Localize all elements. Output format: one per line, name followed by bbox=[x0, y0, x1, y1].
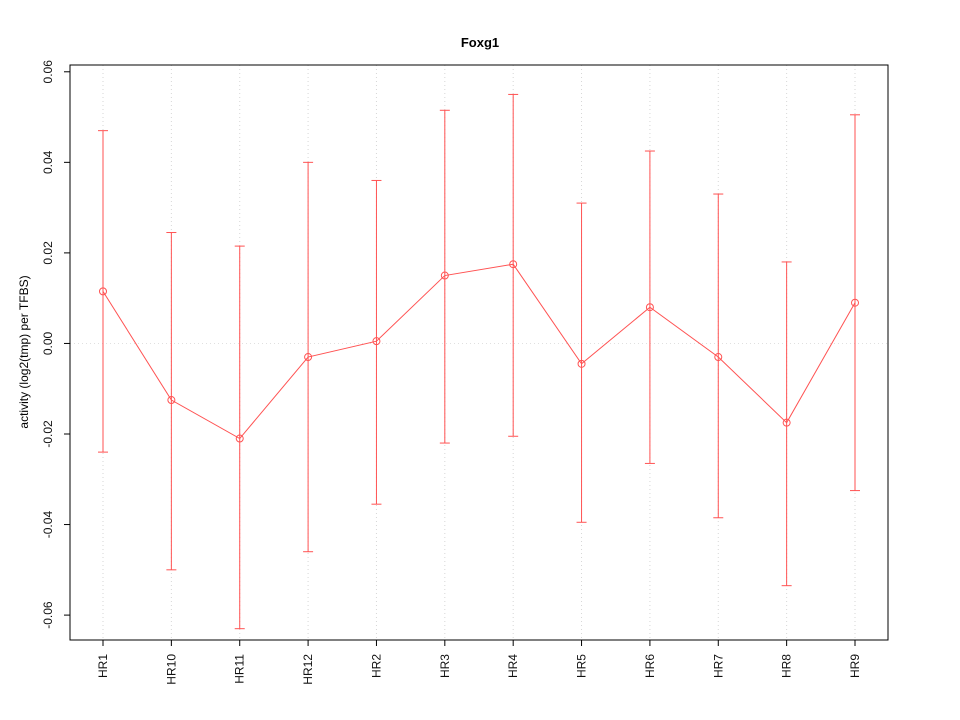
data-point bbox=[167, 396, 176, 405]
x-tick-label: HR5 bbox=[575, 654, 589, 678]
x-tick-label: HR4 bbox=[506, 654, 520, 678]
x-tick-label: HR1 bbox=[96, 654, 110, 678]
y-tick-label: 0.06 bbox=[41, 60, 55, 84]
data-point bbox=[714, 353, 723, 362]
data-point bbox=[577, 359, 586, 368]
data-point bbox=[645, 303, 654, 312]
x-tick-label: HR12 bbox=[301, 654, 315, 685]
data-points bbox=[99, 260, 859, 443]
data-point bbox=[440, 271, 449, 280]
x-tick-label: HR11 bbox=[233, 654, 247, 684]
data-point bbox=[372, 337, 381, 346]
data-line bbox=[102, 263, 856, 440]
data-point bbox=[782, 418, 791, 427]
y-tick-label: -0.02 bbox=[41, 420, 55, 448]
x-tick-label: HR7 bbox=[711, 654, 725, 678]
chart-title: Foxg1 bbox=[460, 35, 500, 50]
axes: -0.06 -0.04 -0.02 0.00 0.02 0.04 0.06 HR1 HR10 HR… bbox=[41, 60, 862, 685]
y-tick-label: -0.04 bbox=[41, 511, 55, 539]
error-bars bbox=[98, 93, 860, 630]
data-point bbox=[235, 434, 244, 443]
data-point bbox=[99, 287, 107, 296]
x-tick-label: HR9 bbox=[848, 654, 862, 678]
y-tick-label: 0.04 bbox=[41, 150, 55, 174]
y-tick-label: -0.06 bbox=[41, 601, 55, 629]
data-point bbox=[304, 353, 313, 362]
x-tick-label: HR6 bbox=[643, 654, 657, 678]
data-point bbox=[509, 260, 518, 269]
x-tick-label: HR10 bbox=[164, 654, 178, 685]
x-tick-label: HR2 bbox=[369, 654, 383, 678]
y-tick-label: 0.02 bbox=[41, 241, 55, 265]
gridlines bbox=[70, 65, 888, 640]
y-tick-label: 0.00 bbox=[41, 331, 55, 355]
x-tick-label: HR3 bbox=[438, 654, 452, 678]
x-tick-label: HR8 bbox=[780, 654, 794, 678]
data-point bbox=[851, 298, 859, 307]
plot-frame bbox=[69, 64, 889, 641]
